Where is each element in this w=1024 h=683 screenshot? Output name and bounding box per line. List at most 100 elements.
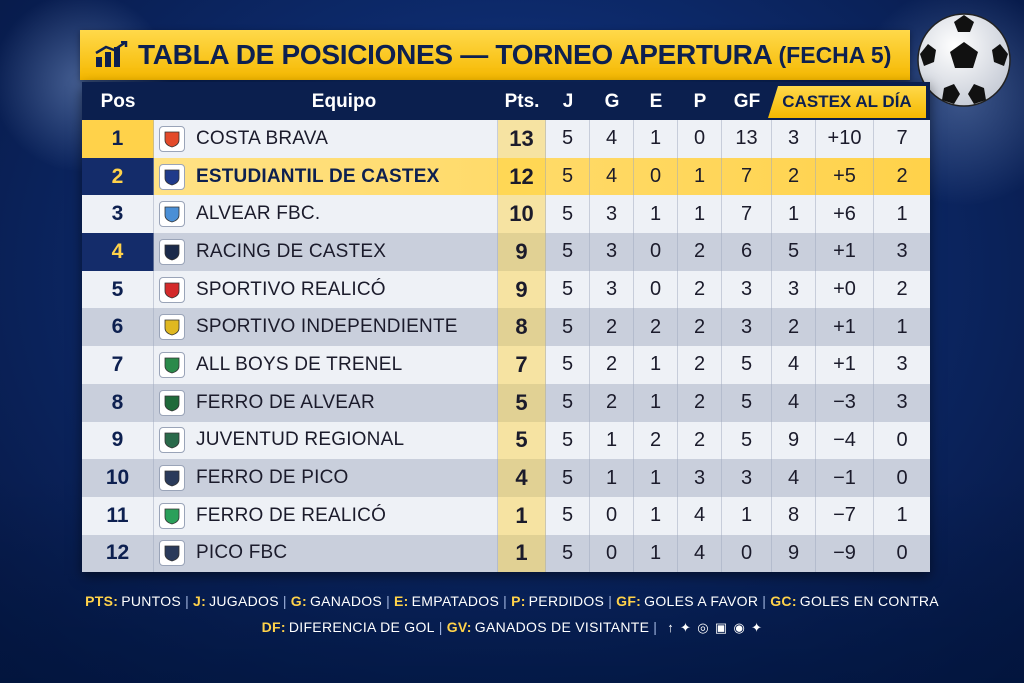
bar-chart-icon (95, 41, 128, 67)
gc-cell: 9 (772, 421, 816, 460)
j-cell: 5 (546, 308, 590, 347)
arrow-up-icon[interactable]: ↑ (667, 620, 675, 635)
yellow-shield-icon (159, 314, 185, 341)
team-name: FERRO DE ALVEAR (190, 383, 498, 422)
p-cell: 1 (678, 195, 722, 234)
col-header-pts: Pts. (504, 91, 540, 112)
team-badge-cell (154, 346, 190, 384)
e-cell: 1 (634, 120, 678, 158)
df-cell: +1 (816, 233, 874, 271)
legend-value: PERDIDOS (528, 593, 605, 609)
gc-cell: 8 (772, 496, 816, 535)
g-cell: 2 (590, 383, 634, 422)
gf-cell: 5 (722, 421, 772, 460)
twitter-icon[interactable]: ✦ (680, 620, 692, 635)
p-cell: 0 (678, 120, 722, 158)
j-cell: 5 (546, 534, 590, 573)
gv-cell: 3 (896, 353, 908, 376)
g-cell: 1 (590, 459, 634, 497)
castex-al-dia-tag: CASTEX AL DÍA (768, 86, 926, 118)
team-name: FERRO DE PICO (190, 459, 498, 497)
legend-separator: | (762, 593, 767, 609)
gf-cell: 3 (722, 270, 772, 309)
col-header-team: Equipo (311, 91, 377, 112)
legend-key: G: (290, 593, 307, 609)
instagram-icon[interactable]: ◎ (697, 620, 709, 635)
j-cell: 5 (546, 421, 590, 460)
table-row: 12 PICO FBC 1 5 0 1 4 0 9 −9 0 (82, 534, 930, 573)
legend-key: GF: (616, 593, 642, 609)
j-cell: 5 (546, 496, 590, 535)
gf-cell: 6 (722, 233, 772, 271)
table-row: 8 FERRO DE ALVEAR 5 5 2 1 2 5 4 −3 3 (82, 383, 930, 422)
table-row: 3 ALVEAR FBC. 10 5 3 1 1 7 1 +6 1 (82, 195, 930, 234)
team-name: RACING DE CASTEX (190, 233, 498, 271)
gf-cell: 5 (722, 346, 772, 384)
table-row: 5 SPORTIVO REALICÓ 9 5 3 0 2 3 3 +0 2 (82, 270, 930, 309)
standings-table: Pos Equipo Pts. J G E P GF CASTEX AL DÍA… (82, 82, 930, 573)
gc-cell: 4 (772, 459, 816, 497)
gv-cell: 1 (896, 504, 908, 527)
position-cell: 6 (82, 308, 154, 347)
points-cell: 1 (498, 534, 546, 573)
j-cell: 5 (546, 120, 590, 158)
df-cell: +0 (816, 270, 874, 309)
star-icon (159, 238, 185, 265)
e-cell: 1 (634, 496, 678, 535)
p-cell: 2 (678, 270, 722, 309)
g-cell: 1 (590, 421, 634, 460)
j-cell: 5 (546, 383, 590, 422)
points-cell: 10 (498, 195, 546, 234)
legend-key: J: (193, 593, 207, 609)
green-shield-icon (159, 351, 185, 378)
table-row: 7 ALL BOYS DE TRENEL 7 5 2 1 2 5 4 +1 3 (82, 346, 930, 384)
legend-line-1: PTS: PUNTOS | J: JUGADOS | G: GANADOS | E: EMPATAD… (0, 593, 1024, 609)
col-header-gf: GF (733, 91, 761, 112)
legend-value: GANADOS DE VISITANTE (474, 619, 650, 635)
j-cell: 5 (546, 346, 590, 384)
team-badge-cell (154, 158, 190, 196)
points-cell: 9 (498, 233, 546, 271)
points-cell: 5 (498, 421, 546, 460)
legend-separator: | (608, 593, 613, 609)
location-icon[interactable]: ◉ (733, 620, 746, 635)
team-badge-cell (154, 271, 190, 309)
j-cell: 5 (546, 270, 590, 309)
df-cell: −9 (816, 534, 874, 573)
twitter-icon[interactable]: ✦ (751, 620, 763, 635)
gv-cell: 2 (896, 165, 908, 188)
legend-separator: | (386, 593, 391, 609)
df-cell: +5 (816, 157, 874, 196)
g-cell: 2 (590, 346, 634, 384)
youtube-icon[interactable]: ▣ (714, 620, 728, 635)
laurel-icon (159, 427, 185, 454)
legend-value: GOLES EN CONTRA (799, 593, 939, 609)
g-cell: 4 (590, 157, 634, 196)
col-header-pos: Pos (100, 91, 136, 112)
legend-value: EMPATADOS (411, 593, 500, 609)
g-cell: 0 (590, 534, 634, 573)
page-subtitle: (FECHA 5) (778, 41, 892, 68)
team-name: ALVEAR FBC. (190, 195, 498, 234)
table-row: 2 ESTUDIANTIL DE CASTEX 12 5 4 0 1 7 2 +5 2 (82, 157, 930, 196)
team-badge-cell (154, 422, 190, 460)
team-badge-cell (154, 195, 190, 233)
team-name: ALL BOYS DE TRENEL (190, 346, 498, 384)
gf-cell: 13 (722, 120, 772, 158)
blue-shield-icon (159, 201, 185, 228)
gc-cell: 5 (772, 233, 816, 271)
team-badge-cell (154, 459, 190, 497)
gv-cell: 0 (896, 541, 908, 564)
gc-cell: 3 (772, 120, 816, 158)
df-cell: +1 (816, 308, 874, 347)
position-cell: 5 (82, 270, 154, 309)
legend-line-2: DF: DIFERENCIA DE GOL | GV: GANADOS DE VISIT… (0, 619, 1024, 636)
df-cell: −3 (816, 383, 874, 422)
legend-separator: | (185, 593, 190, 609)
crest-icon (159, 465, 185, 492)
gv-cell: 3 (896, 391, 908, 414)
gf-cell: 5 (722, 383, 772, 422)
points-cell: 7 (498, 346, 546, 384)
p-cell: 2 (678, 421, 722, 460)
red-shield-icon (159, 125, 185, 152)
